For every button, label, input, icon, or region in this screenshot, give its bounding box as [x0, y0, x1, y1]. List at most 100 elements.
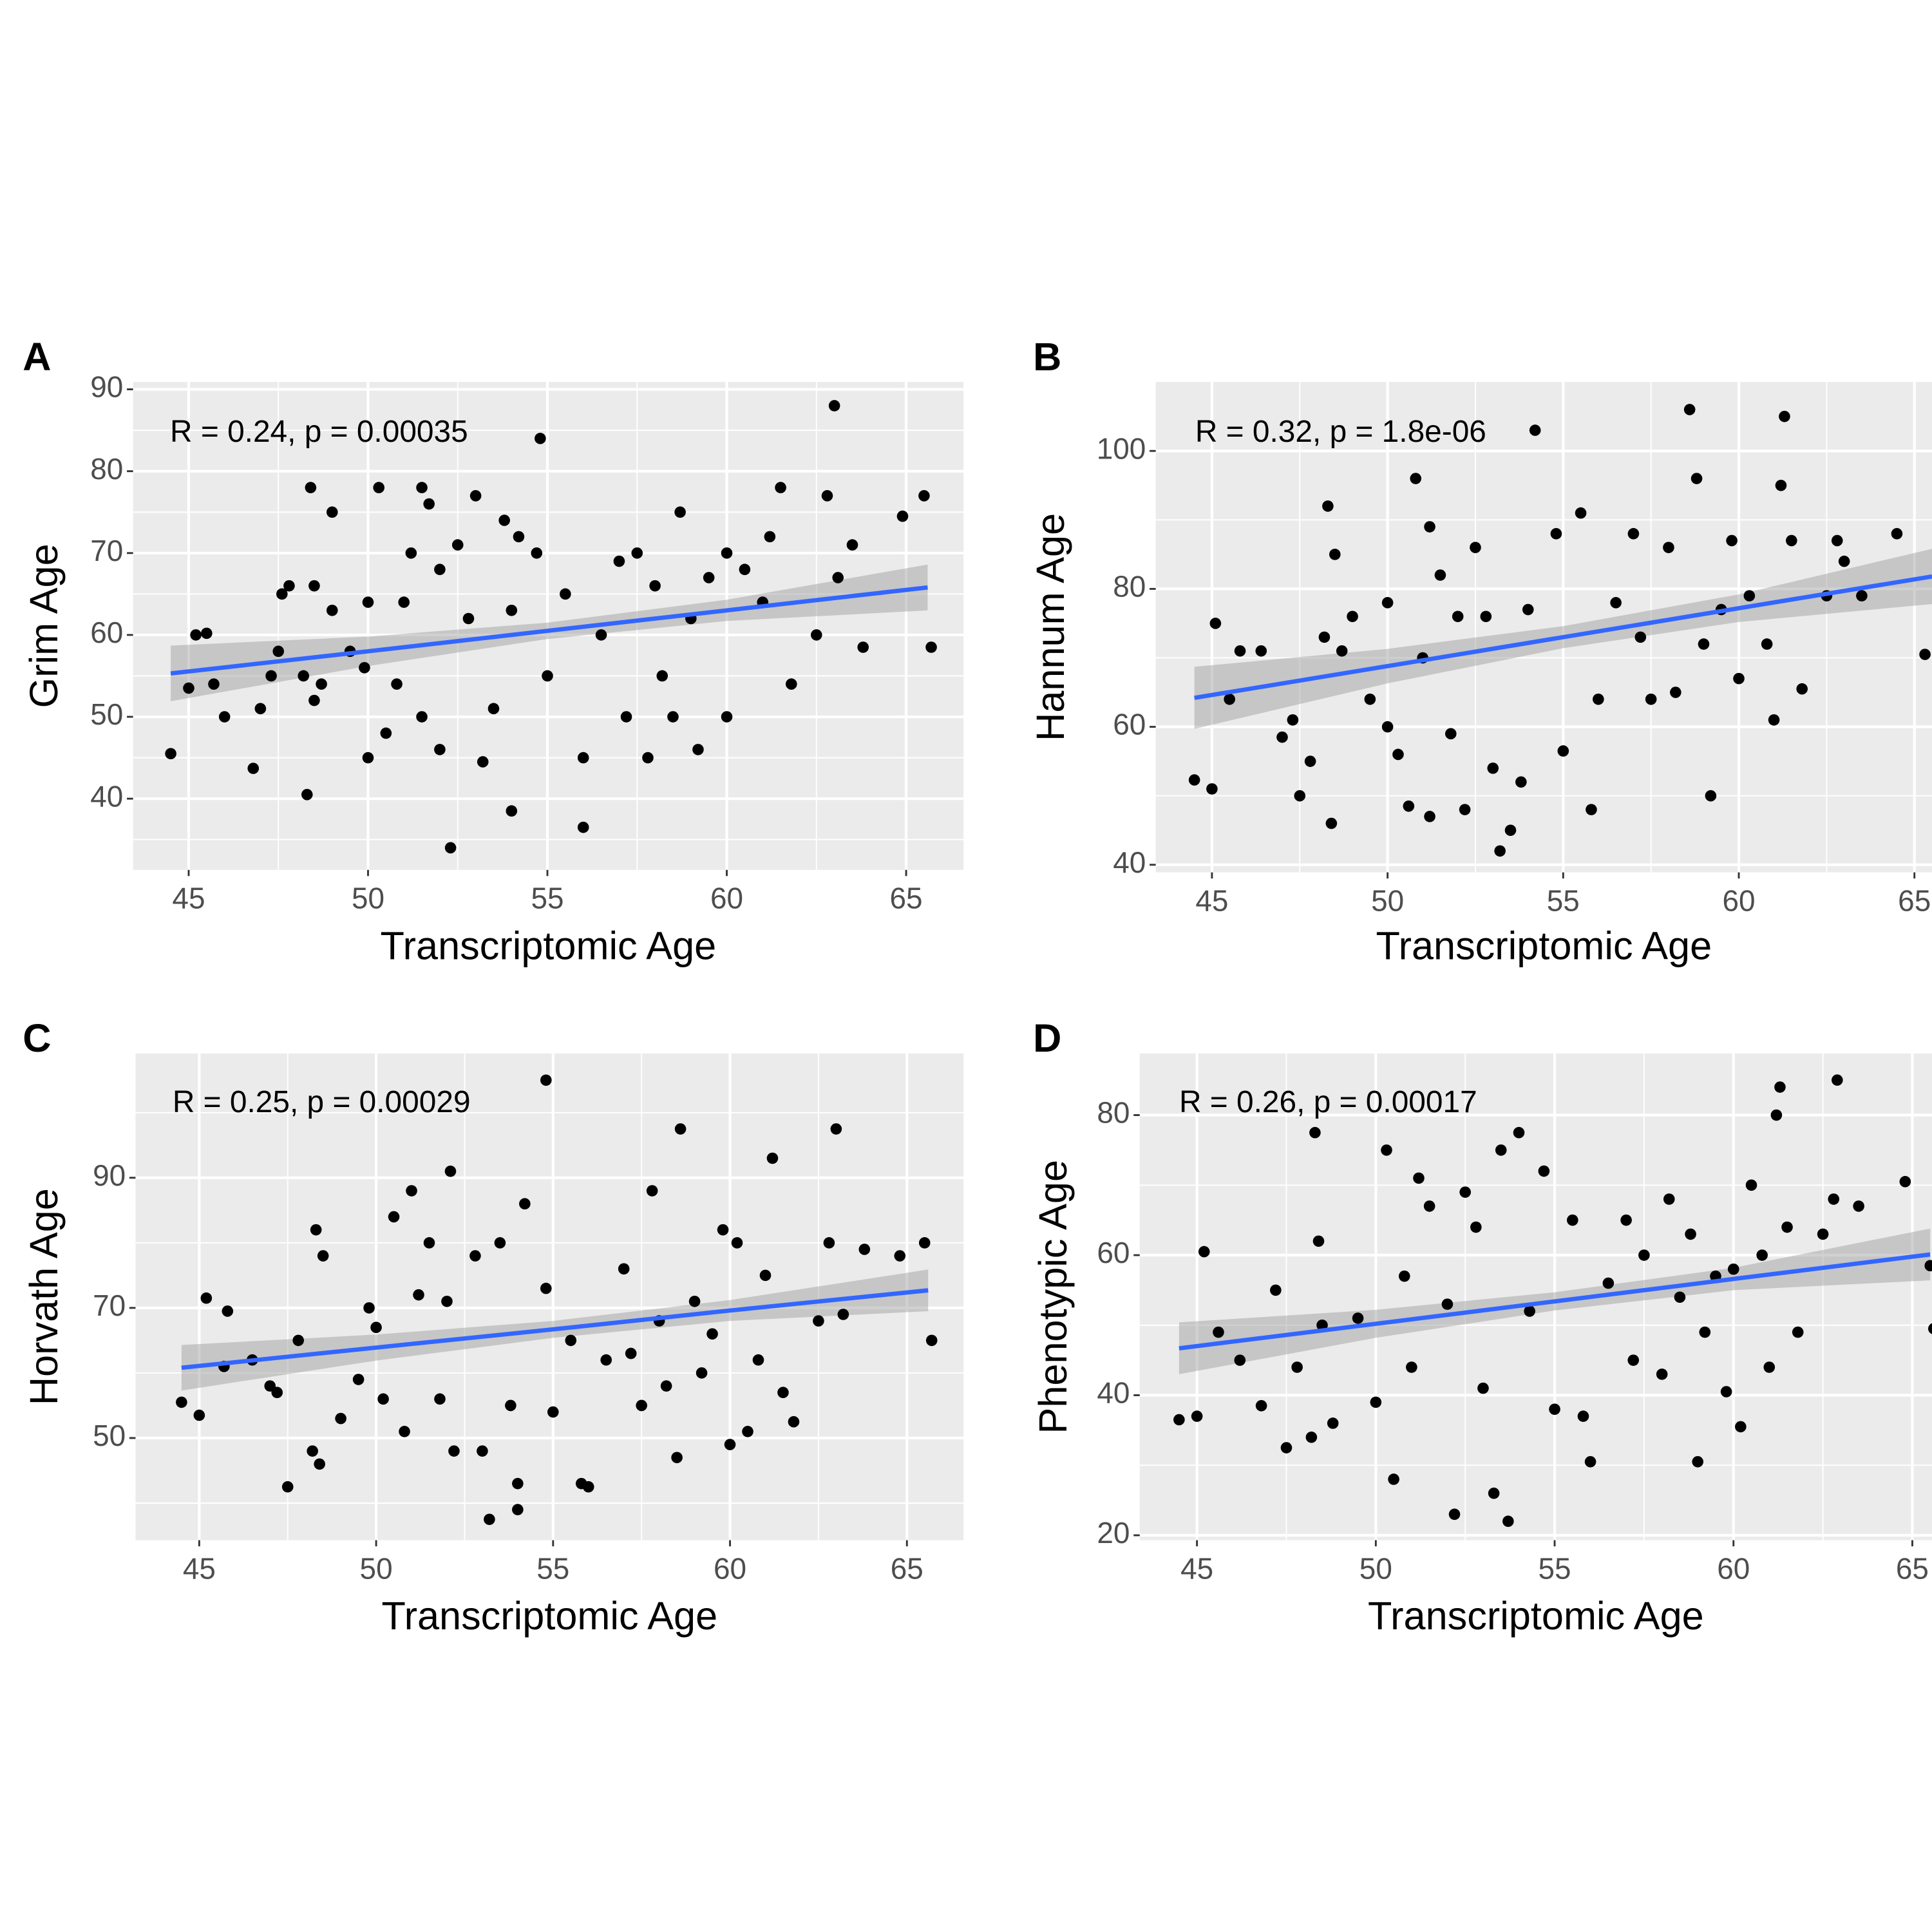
point	[531, 547, 543, 559]
x-axis-title: Transcriptomic Age	[1376, 923, 1712, 967]
point	[1763, 1361, 1776, 1373]
point	[1502, 1515, 1514, 1528]
point	[752, 1354, 764, 1366]
point	[660, 1380, 672, 1392]
point	[1698, 638, 1710, 650]
point	[335, 1412, 346, 1425]
point	[201, 627, 213, 639]
point	[1255, 645, 1267, 657]
point	[505, 1399, 516, 1412]
point	[1774, 1081, 1786, 1093]
point	[560, 588, 571, 600]
point	[391, 678, 402, 690]
point	[918, 490, 930, 502]
point	[1567, 1214, 1578, 1226]
point	[1828, 1193, 1840, 1205]
point	[1775, 479, 1787, 491]
point	[1312, 1235, 1325, 1247]
point	[1224, 693, 1235, 705]
point	[1477, 1382, 1489, 1394]
point	[506, 805, 518, 817]
x-tick-label: 55	[536, 1552, 569, 1586]
point	[363, 1302, 375, 1314]
point	[1817, 1228, 1829, 1240]
point	[1209, 618, 1222, 629]
point	[1645, 693, 1657, 705]
point	[1919, 649, 1931, 660]
y-tick-label: 90	[93, 1159, 126, 1192]
panel-letter: A	[23, 335, 51, 379]
point	[1352, 1312, 1364, 1324]
point	[362, 752, 374, 764]
point	[1494, 845, 1506, 857]
point	[547, 1406, 559, 1418]
point	[305, 482, 317, 493]
x-tick-label: 60	[1722, 884, 1755, 918]
point	[1745, 1179, 1757, 1191]
point	[1513, 1126, 1525, 1139]
point	[1448, 1508, 1461, 1520]
point	[1364, 693, 1376, 705]
point	[1727, 1263, 1739, 1275]
point	[1434, 569, 1446, 581]
point	[1381, 597, 1394, 609]
point	[405, 547, 417, 559]
point	[1413, 1172, 1425, 1184]
point	[377, 1393, 389, 1405]
point	[1627, 527, 1640, 540]
point	[1318, 631, 1331, 643]
point	[894, 1250, 906, 1262]
point	[1593, 693, 1604, 705]
point	[434, 744, 446, 755]
point	[1452, 611, 1464, 623]
point	[434, 564, 446, 576]
point	[307, 1445, 318, 1457]
y-axis-title: Grim Age	[22, 544, 66, 708]
point	[1779, 410, 1790, 422]
panel: 45 50 55 60 65 40 50 60 70 80 90 R = 0.24, p = 0.00…	[22, 335, 964, 967]
point	[271, 1387, 283, 1399]
point	[1796, 683, 1808, 695]
point	[764, 531, 776, 543]
point	[1620, 1214, 1632, 1226]
x-tick-label: 65	[1896, 1552, 1929, 1586]
point	[896, 510, 909, 522]
x-axis-title: Transcriptomic Age	[381, 1594, 717, 1638]
point	[1304, 755, 1316, 767]
point	[484, 1513, 495, 1526]
point	[1270, 1284, 1282, 1296]
y-axis-title: Hannum Age	[1028, 513, 1072, 741]
point	[272, 645, 285, 658]
point	[620, 711, 632, 723]
point	[1305, 1431, 1318, 1443]
point	[1504, 824, 1517, 837]
y-tick-label: 40	[90, 779, 123, 813]
point	[1370, 1396, 1382, 1408]
x-tick-label: 55	[1547, 884, 1580, 918]
point	[925, 1334, 938, 1347]
point	[1634, 631, 1647, 643]
point	[577, 821, 589, 833]
fit-line	[1194, 574, 1932, 700]
point	[513, 531, 525, 543]
point	[1735, 1421, 1747, 1433]
point	[1287, 714, 1299, 726]
y-tick-label: 20	[1097, 1516, 1130, 1549]
point	[308, 580, 320, 592]
point	[1899, 1176, 1911, 1188]
point	[1322, 500, 1334, 512]
point	[535, 433, 546, 444]
point	[1856, 590, 1868, 601]
point	[671, 1452, 683, 1464]
point	[1557, 745, 1569, 757]
point	[1515, 776, 1527, 788]
point	[388, 1211, 400, 1223]
point	[359, 661, 370, 674]
point	[176, 1396, 187, 1408]
point	[1663, 1193, 1675, 1205]
point	[1627, 1354, 1640, 1366]
point	[1577, 1410, 1589, 1422]
y-tick-label: 80	[90, 452, 123, 486]
